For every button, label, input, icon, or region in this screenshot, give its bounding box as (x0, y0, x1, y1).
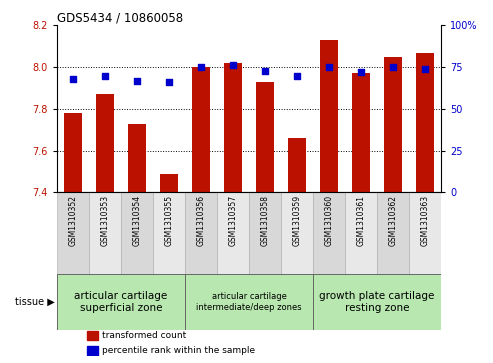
Point (101, 73, 108, 78)
Text: GSM1310353: GSM1310353 (100, 195, 109, 246)
Text: GSM1310357: GSM1310357 (228, 195, 238, 246)
Bar (288, 138, 306, 192)
Text: growth plate cartilage
resting zone: growth plate cartilage resting zone (319, 291, 435, 313)
Text: GSM1310352: GSM1310352 (68, 195, 77, 246)
Point (197, 64, 205, 70)
Text: GSM1310362: GSM1310362 (388, 195, 398, 246)
Text: transformed count: transformed count (102, 331, 186, 340)
Text: GSM1310358: GSM1310358 (260, 195, 270, 246)
Bar (417, 53, 434, 192)
Point (229, 62, 237, 68)
Bar (224, 63, 242, 192)
Bar (121, 192, 153, 274)
Bar (89, 192, 121, 274)
Point (69, 76, 77, 82)
Bar (128, 123, 145, 192)
Bar (64, 113, 81, 192)
Point (165, 79, 173, 85)
Text: GSM1310363: GSM1310363 (421, 195, 430, 246)
Point (293, 73, 301, 78)
Point (261, 68, 269, 73)
Point (357, 69, 365, 75)
Bar (352, 73, 370, 192)
Bar (192, 67, 210, 192)
Bar (320, 40, 338, 192)
Bar (185, 274, 313, 330)
Text: percentile rank within the sample: percentile rank within the sample (102, 346, 255, 355)
Bar (87, 331, 98, 340)
Text: GSM1310359: GSM1310359 (292, 195, 302, 246)
Text: GSM1310360: GSM1310360 (324, 195, 334, 246)
Bar (57, 192, 89, 274)
Bar (345, 192, 377, 274)
Text: GSM1310361: GSM1310361 (356, 195, 366, 246)
Text: GSM1310355: GSM1310355 (164, 195, 174, 246)
Bar (153, 192, 185, 274)
Point (325, 64, 333, 70)
Text: articular cartilage
superficial zone: articular cartilage superficial zone (74, 291, 168, 313)
Point (389, 64, 397, 70)
Bar (160, 174, 177, 192)
Bar (256, 82, 274, 192)
Text: articular cartilage
intermediate/deep zones: articular cartilage intermediate/deep zo… (196, 292, 302, 311)
Text: tissue ▶: tissue ▶ (15, 297, 55, 307)
Bar (87, 346, 98, 355)
Bar (313, 274, 441, 330)
Bar (217, 192, 249, 274)
Bar (281, 192, 313, 274)
Bar (385, 57, 402, 192)
Bar (377, 192, 409, 274)
Bar (185, 192, 217, 274)
Bar (57, 274, 185, 330)
Bar (313, 192, 345, 274)
Bar (249, 192, 281, 274)
Bar (409, 192, 441, 274)
Bar (96, 94, 113, 192)
Point (421, 66, 429, 72)
Text: GSM1310354: GSM1310354 (132, 195, 141, 246)
Point (133, 78, 141, 83)
Text: GDS5434 / 10860058: GDS5434 / 10860058 (57, 11, 183, 24)
Text: GSM1310356: GSM1310356 (196, 195, 206, 246)
